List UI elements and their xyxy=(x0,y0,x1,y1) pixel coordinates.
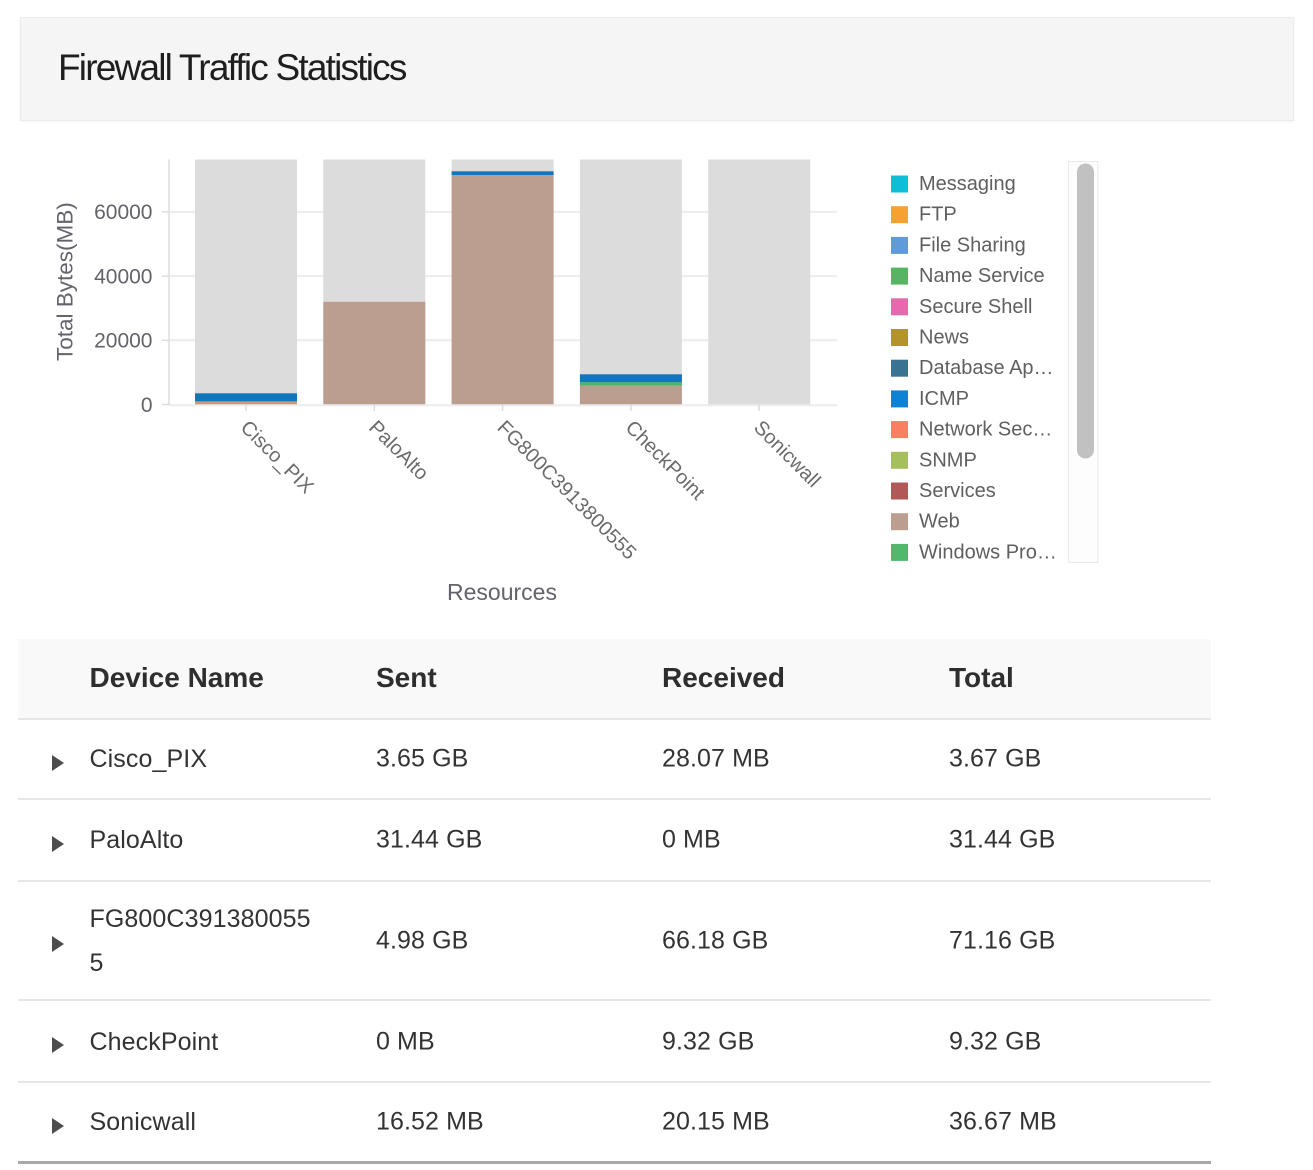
svg-text:Total Bytes(MB): Total Bytes(MB) xyxy=(53,202,78,361)
svg-text:Network Sec…: Network Sec… xyxy=(919,419,1052,441)
svg-text:File Sharing: File Sharing xyxy=(919,234,1026,256)
svg-text:0: 0 xyxy=(141,394,153,417)
svg-text:Cisco_PIX: Cisco_PIX xyxy=(236,417,318,499)
svg-text:Secure Shell: Secure Shell xyxy=(919,296,1032,318)
svg-text:Resources: Resources xyxy=(447,579,557,605)
svg-text:FG800C3913800555: FG800C3913800555 xyxy=(493,417,641,565)
svg-text:Name Service: Name Service xyxy=(919,265,1045,287)
svg-text:Messaging: Messaging xyxy=(919,173,1016,195)
svg-text:FTP: FTP xyxy=(919,204,957,226)
svg-text:60000: 60000 xyxy=(94,201,152,224)
svg-text:Sonicwall: Sonicwall xyxy=(749,417,824,492)
svg-text:News: News xyxy=(919,327,969,349)
svg-text:CheckPoint: CheckPoint xyxy=(621,417,709,505)
svg-text:Windows Pro…: Windows Pro… xyxy=(919,541,1057,563)
svg-text:Services: Services xyxy=(919,480,996,502)
svg-text:40000: 40000 xyxy=(94,265,152,288)
svg-text:SNMP: SNMP xyxy=(919,449,977,471)
svg-text:PaloAlto: PaloAlto xyxy=(364,417,432,485)
svg-text:20000: 20000 xyxy=(94,330,152,353)
svg-text:Database Ap…: Database Ap… xyxy=(919,357,1054,379)
svg-text:Web: Web xyxy=(919,511,960,533)
svg-text:ICMP: ICMP xyxy=(919,388,969,410)
